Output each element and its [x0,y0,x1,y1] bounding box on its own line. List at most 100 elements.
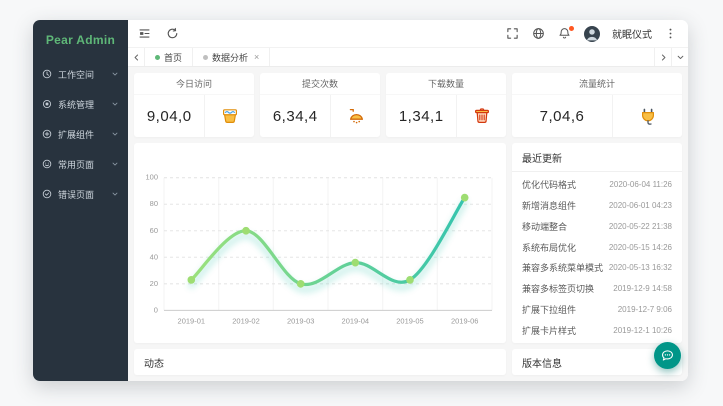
update-timestamp: 2020-05-13 16:32 [608,263,672,273]
update-list-item: 系统布局优化 2020-05-15 14:26 [522,241,672,254]
stat-card-value: 7,04,6 [539,107,585,125]
tab-label: 数据分析 [212,52,249,63]
svg-text:100: 100 [146,173,158,182]
sidebar-item-label: 扩展组件 [58,129,95,140]
update-timestamp: 2019-12-1 10:26 [613,326,672,336]
sidebar-item-label: 错误页面 [58,189,95,200]
sidebar-item[interactable]: 系统管理 [33,89,128,119]
tab-bar: 首页 数据分析 × [128,48,688,67]
stat-card-title: 下载数量 [386,73,506,95]
stat-card-body: 1,34,1 [386,95,506,137]
power-plug-icon [612,95,682,137]
update-list-item: 优化代码格式 2020-06-04 11:26 [522,178,672,191]
refresh-icon[interactable] [166,27,180,41]
gear-icon [42,99,52,109]
sidebar-item[interactable]: 常用页面 [33,149,128,179]
sidebar-item[interactable]: 错误页面 [33,179,128,209]
active-tab-dot [155,54,160,60]
sidebar-item-label: 工作空间 [58,69,95,80]
smile-icon [42,159,52,169]
update-list-item: 新增消息组件 2020-06-01 04:23 [522,199,672,212]
app-window: Pear Admin 工作空间系统管理扩展组件常用页面错误页面 就眠仪式 [33,20,688,381]
app-logo: Pear Admin [45,33,116,47]
fullscreen-icon[interactable] [506,27,520,41]
traffic-stat-slot: 流量统计 7,04,6 [512,73,682,137]
update-timestamp: 2020-05-15 14:26 [608,242,672,252]
stat-card-title: 提交次数 [260,73,380,95]
stat-card-body: 9,04,0 [134,95,254,137]
left-column: 今日访问 9,04,0 提交次数 6,34,4 下载数量 1,34,1 0 20 40 60 80… [134,73,506,375]
update-label: 兼容多系统菜单模式 [522,263,603,274]
username-label[interactable]: 就眠仪式 [612,30,652,41]
update-label: 扩展下拉组件 [522,305,577,316]
tabs-scroll-left-button[interactable] [128,48,145,66]
version-panel: 版本信息 [512,349,682,375]
update-list-item: 兼容多系统菜单模式 2020-05-13 16:32 [522,261,672,274]
recent-updates-title: 最近更新 [512,143,682,172]
sidebar-item[interactable]: 扩展组件 [33,119,128,149]
tabs-menu-button[interactable] [671,48,688,66]
toolbar-right: 就眠仪式 [506,25,678,42]
chevron-down-icon [111,160,119,168]
tabs-scroll-right-button[interactable] [654,48,671,66]
update-timestamp: 2020-06-04 11:26 [609,179,672,189]
user-avatar[interactable] [584,25,600,42]
svg-text:80: 80 [150,199,158,208]
more-vertical-icon[interactable] [664,27,678,41]
notifications-button[interactable] [558,25,574,41]
tab-label: 首页 [164,52,183,63]
update-timestamp: 2019-12-7 9:06 [617,305,672,315]
update-list-item: 移动端整合 2020-05-22 21:38 [522,220,672,233]
update-label: 兼容多标签页切换 [522,284,595,295]
chevron-down-icon [111,100,119,108]
tab-item[interactable]: 数据分析 × [193,48,271,66]
visits-line-chart-card: 0 20 40 60 80 100 2019-01 2019-02 2019-03 2019-04… [134,143,506,343]
update-timestamp: 2020-06-01 04:23 [608,200,672,210]
shield-check-icon [42,189,52,199]
recent-updates-panel: 最近更新 优化代码格式 2020-06-04 11:26 新增消息组件 2020-06… [512,143,682,343]
update-timestamp: 2020-05-22 21:38 [608,221,672,231]
sidebar-item[interactable]: 工作空间 [33,59,128,89]
update-list-item: 扩展卡片样式 2019-12-1 10:26 [522,324,672,337]
version-panel-title: 版本信息 [522,358,562,370]
stat-card: 下载数量 1,34,1 [386,73,506,137]
svg-text:2019-02: 2019-02 [232,317,259,326]
stats-row: 今日访问 9,04,0 提交次数 6,34,4 下载数量 1,34,1 [134,73,506,137]
stat-card-title: 流量统计 [512,73,682,95]
language-globe-icon[interactable] [532,27,546,41]
chevron-down-icon [111,130,119,138]
update-timestamp: 2019-12-9 14:58 [613,284,672,294]
stat-card: 流量统计 7,04,6 [512,73,682,137]
update-label: 扩展卡片样式 [522,326,577,337]
activity-panel-title: 动态 [144,358,164,370]
tab-active[interactable]: 首页 [145,48,194,66]
stat-card: 今日访问 9,04,0 [134,73,254,137]
update-label: 新增消息组件 [522,200,577,211]
svg-text:2019-05: 2019-05 [396,317,423,326]
stat-card-body: 7,04,6 [512,95,682,137]
message-fab-button[interactable] [654,342,681,369]
trash-icon [456,95,506,137]
right-column: 流量统计 7,04,6 最近更新 优化代码格式 2020-06-04 11:26 新增… [512,73,682,375]
notification-dot [569,25,574,31]
update-label: 系统布局优化 [522,242,577,253]
visits-line-chart: 0 20 40 60 80 100 2019-01 2019-02 2019-03 2019-04… [146,173,493,326]
chevron-down-icon [111,190,119,198]
svg-text:20: 20 [150,279,158,288]
tab-dot [203,54,209,60]
stat-card-value: 6,34,4 [272,107,318,125]
sidebar-menu: 工作空间系统管理扩展组件常用页面错误页面 [33,59,128,209]
stat-card: 提交次数 6,34,4 [260,73,380,137]
update-label: 移动端整合 [522,221,568,232]
bell-ring-icon [330,95,380,137]
sidebar-item-label: 常用页面 [58,159,95,170]
recent-updates-list: 优化代码格式 2020-06-04 11:26 新增消息组件 2020-06-01 0… [512,172,682,343]
update-list-item: 扩展下拉组件 2019-12-7 9:06 [522,303,672,316]
svg-text:2019-06: 2019-06 [451,317,478,326]
collapse-menu-icon[interactable] [138,27,152,41]
tab-close-icon[interactable]: × [254,51,260,62]
svg-text:40: 40 [150,252,158,261]
svg-text:2019-01: 2019-01 [178,317,205,326]
stat-card-value: 1,34,1 [398,107,444,125]
